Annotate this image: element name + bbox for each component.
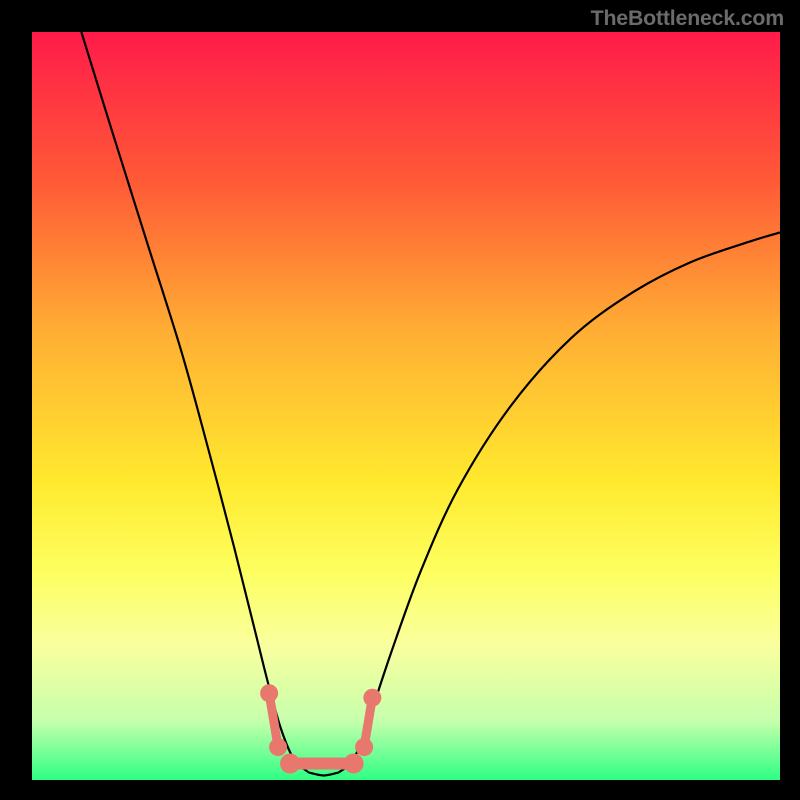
chart-svg [32,32,780,780]
curve-right-branch [339,232,780,772]
curve-left-branch [81,32,308,773]
watermark-text: TheBottleneck.com [591,6,784,31]
canvas: TheBottleneck.com [0,0,800,800]
plot-area [32,32,780,780]
trough-markers [260,684,381,773]
curve-trough-floor [309,773,339,776]
